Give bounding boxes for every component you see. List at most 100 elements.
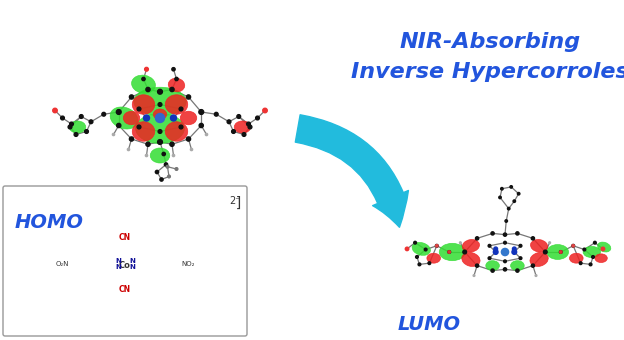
- Ellipse shape: [427, 253, 441, 263]
- Circle shape: [158, 89, 162, 94]
- Text: HOMO: HOMO: [15, 213, 84, 232]
- Circle shape: [145, 262, 147, 264]
- Circle shape: [416, 256, 418, 258]
- Circle shape: [475, 264, 479, 267]
- Circle shape: [572, 244, 575, 247]
- Circle shape: [112, 133, 115, 136]
- Ellipse shape: [570, 253, 583, 263]
- Ellipse shape: [595, 254, 607, 262]
- Ellipse shape: [530, 252, 548, 267]
- Circle shape: [436, 244, 438, 247]
- Circle shape: [83, 258, 85, 260]
- Circle shape: [248, 125, 252, 129]
- Circle shape: [145, 154, 148, 157]
- Circle shape: [227, 120, 231, 124]
- Circle shape: [164, 163, 168, 166]
- Circle shape: [215, 113, 218, 116]
- Ellipse shape: [134, 87, 186, 116]
- Circle shape: [155, 114, 165, 122]
- Ellipse shape: [547, 244, 568, 259]
- Circle shape: [531, 237, 535, 240]
- FancyArrowPatch shape: [295, 115, 409, 227]
- Circle shape: [190, 148, 193, 151]
- Circle shape: [494, 250, 498, 254]
- Circle shape: [158, 140, 162, 144]
- Circle shape: [146, 142, 150, 146]
- Text: NO₂: NO₂: [181, 261, 195, 267]
- Circle shape: [544, 250, 547, 254]
- Circle shape: [135, 231, 137, 233]
- Circle shape: [130, 263, 134, 267]
- Circle shape: [205, 133, 208, 136]
- Circle shape: [488, 244, 491, 247]
- Circle shape: [448, 251, 451, 253]
- Circle shape: [160, 178, 163, 181]
- Text: ]: ]: [222, 196, 241, 210]
- Circle shape: [428, 262, 431, 265]
- Circle shape: [519, 244, 522, 247]
- Circle shape: [256, 116, 260, 120]
- Circle shape: [123, 261, 127, 265]
- Circle shape: [74, 133, 78, 136]
- Circle shape: [173, 265, 175, 267]
- Ellipse shape: [165, 95, 188, 114]
- Circle shape: [517, 192, 520, 195]
- Circle shape: [87, 269, 89, 271]
- Circle shape: [130, 259, 134, 263]
- Circle shape: [146, 87, 150, 91]
- Circle shape: [165, 258, 167, 260]
- Text: N: N: [129, 258, 135, 264]
- Circle shape: [548, 242, 550, 243]
- Text: NIR-Absorbing: NIR-Absorbing: [399, 32, 580, 52]
- Text: O₂N: O₂N: [56, 261, 69, 267]
- Circle shape: [142, 78, 145, 81]
- Circle shape: [117, 123, 121, 128]
- Circle shape: [232, 130, 235, 133]
- Circle shape: [158, 103, 162, 106]
- Circle shape: [494, 247, 497, 251]
- Ellipse shape: [412, 242, 431, 255]
- Ellipse shape: [462, 239, 479, 252]
- Circle shape: [79, 115, 83, 118]
- Circle shape: [499, 196, 501, 199]
- Circle shape: [178, 262, 180, 264]
- Circle shape: [117, 259, 120, 263]
- Circle shape: [172, 154, 175, 157]
- Ellipse shape: [150, 148, 170, 163]
- Circle shape: [488, 257, 491, 259]
- Circle shape: [159, 256, 161, 258]
- Circle shape: [505, 220, 507, 222]
- Circle shape: [155, 170, 158, 174]
- Circle shape: [162, 152, 165, 156]
- Circle shape: [504, 260, 506, 263]
- Circle shape: [175, 78, 178, 81]
- Circle shape: [512, 250, 517, 254]
- Text: Co: Co: [119, 260, 131, 270]
- Circle shape: [172, 68, 175, 71]
- Circle shape: [593, 241, 597, 244]
- Ellipse shape: [168, 78, 185, 92]
- Circle shape: [93, 267, 95, 269]
- Ellipse shape: [234, 121, 251, 133]
- Circle shape: [504, 241, 506, 244]
- Circle shape: [129, 95, 134, 99]
- Circle shape: [513, 200, 515, 202]
- Ellipse shape: [132, 75, 155, 94]
- Circle shape: [246, 122, 250, 126]
- Circle shape: [572, 244, 575, 247]
- Circle shape: [168, 175, 170, 178]
- Circle shape: [166, 165, 169, 168]
- Circle shape: [144, 115, 150, 121]
- Circle shape: [177, 257, 178, 259]
- Circle shape: [187, 137, 190, 141]
- Circle shape: [135, 238, 137, 239]
- Text: N: N: [115, 264, 121, 270]
- Circle shape: [82, 264, 84, 266]
- Circle shape: [199, 123, 203, 128]
- Text: CN: CN: [119, 234, 131, 242]
- Circle shape: [141, 228, 142, 230]
- Circle shape: [583, 248, 586, 251]
- Circle shape: [53, 108, 57, 113]
- Ellipse shape: [180, 111, 197, 125]
- Circle shape: [116, 109, 121, 114]
